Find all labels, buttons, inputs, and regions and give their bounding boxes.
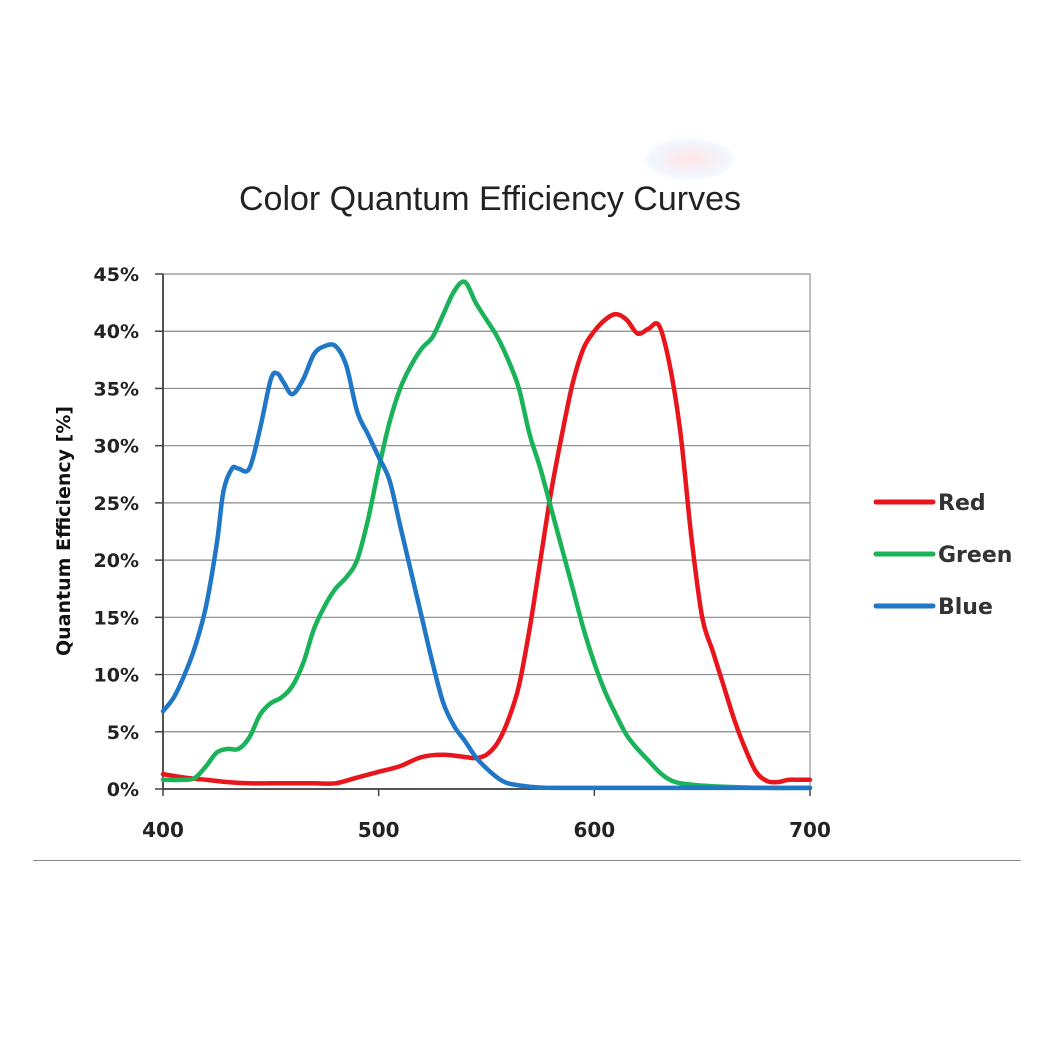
legend: Red Green Blue: [873, 491, 1012, 620]
series-line-blue: [160, 342, 813, 791]
watermark-logo: [644, 138, 736, 180]
y-axis-label: Quantum Efficiency [%]: [53, 406, 75, 656]
bottom-divider: [33, 860, 1021, 861]
y-tick-label: 25%: [94, 493, 139, 515]
legend-label-green: Green: [938, 543, 1012, 568]
y-tick-label: 20%: [94, 550, 139, 572]
y-tick-label: 0%: [107, 779, 139, 801]
y-tick-label: 15%: [94, 607, 139, 629]
legend-label-red: Red: [938, 491, 986, 516]
series-line-red: [160, 311, 813, 786]
x-tick-label: 600: [573, 818, 615, 842]
y-tick-label: 5%: [107, 722, 139, 744]
x-tick-label: 400: [142, 818, 184, 842]
tick-labels: 0% 5% 10% 15% 20% 25% 30% 35% 40% 45% 400 500 600 700: [94, 264, 831, 842]
y-tick-label: 10%: [94, 665, 139, 687]
series-lines: [160, 279, 813, 791]
y-tick-label: 35%: [94, 378, 139, 400]
chart-title: Color Quantum Efficiency Curves: [238, 180, 741, 218]
y-tick-label: 30%: [94, 436, 139, 458]
legend-label-blue: Blue: [938, 595, 993, 620]
y-tick-label: 40%: [94, 321, 139, 343]
x-tick-label: 500: [358, 818, 400, 842]
series-line-green: [160, 279, 813, 791]
y-tick-label: 45%: [94, 264, 139, 286]
x-tick-label: 700: [789, 818, 831, 842]
axes: [155, 273, 811, 796]
